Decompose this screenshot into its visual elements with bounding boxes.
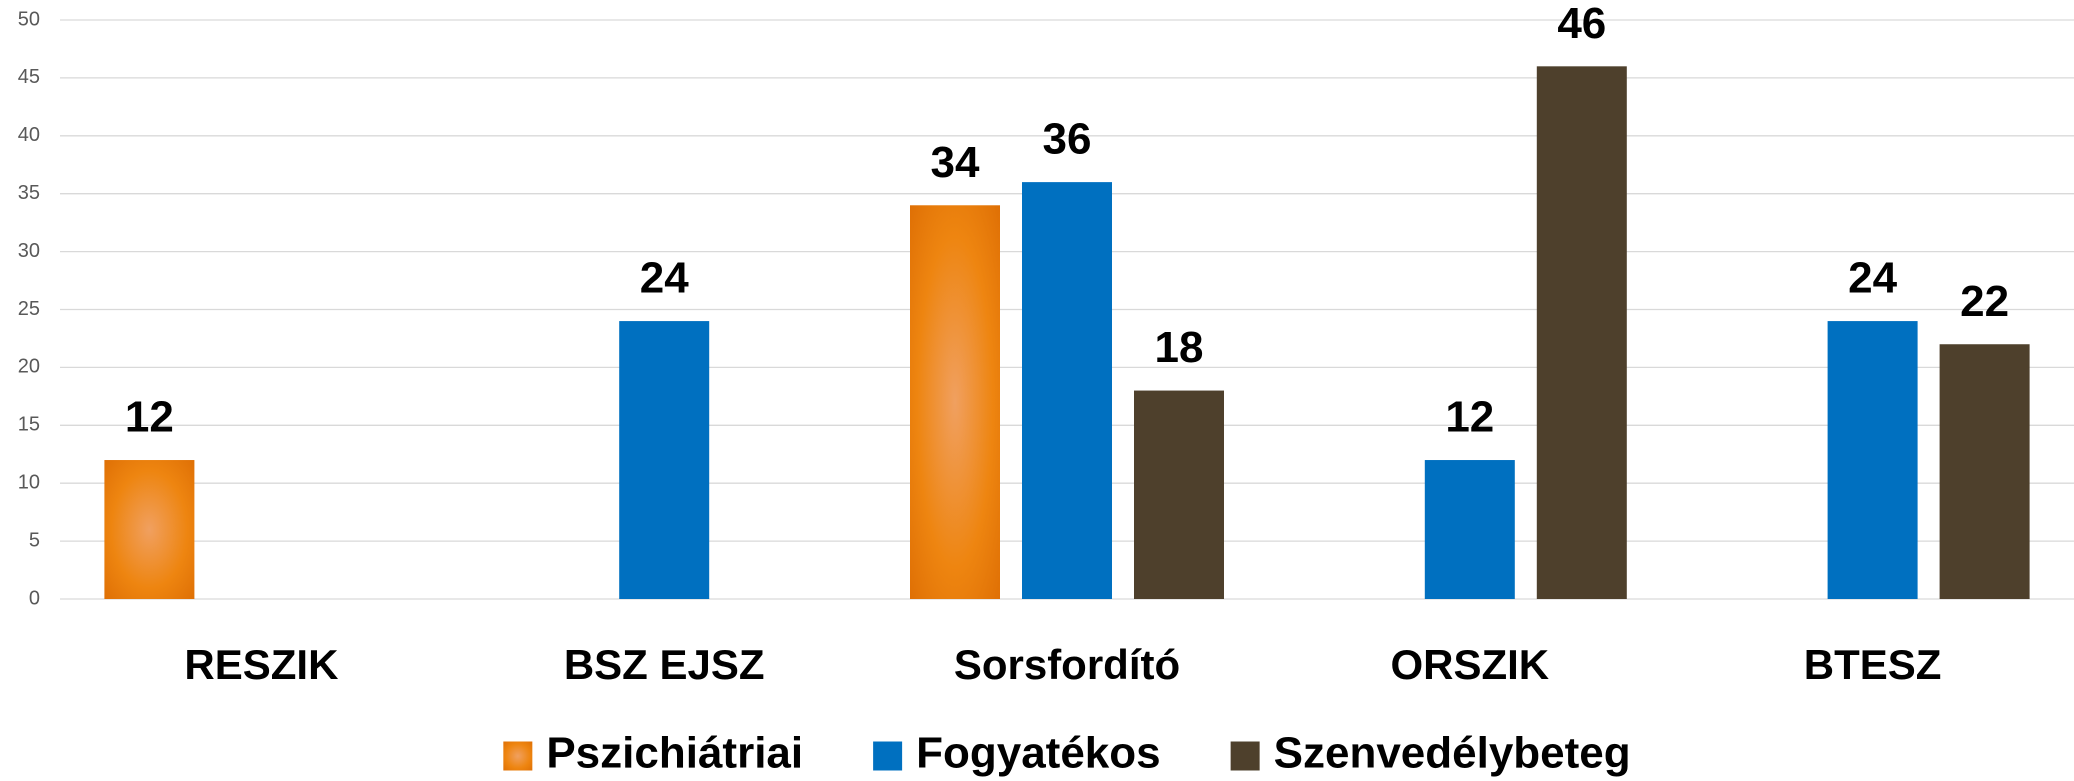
y-tick-label: 45 [18, 66, 40, 88]
bar [1536, 66, 1627, 599]
data-label: 24 [1848, 254, 1897, 303]
data-label: 46 [1557, 0, 1606, 48]
data-label: 22 [1960, 277, 2009, 326]
bar [619, 321, 710, 599]
bar [910, 205, 1000, 599]
bar [104, 460, 195, 599]
bar [1424, 460, 1515, 599]
data-label: 12 [1445, 393, 1494, 442]
y-tick-label: 15 [18, 414, 40, 436]
y-tick-label: 10 [18, 471, 40, 493]
y-tick-label: 30 [18, 240, 40, 262]
x-tick-label: ORSZIK [1390, 641, 1549, 688]
x-tick-label: RESZIK [184, 641, 338, 688]
legend-label: Szenvedélybeteg [1274, 729, 1631, 778]
data-label: 12 [125, 393, 174, 442]
legend-label: Pszichiátriai [546, 729, 803, 778]
y-tick-label: 20 [18, 356, 40, 378]
y-tick-label: 50 [18, 8, 40, 30]
y-tick-label: 35 [18, 182, 40, 204]
y-tick-label: 40 [18, 124, 40, 146]
data-label: 34 [931, 138, 980, 187]
legend-swatch [503, 741, 533, 771]
bar [1022, 182, 1112, 599]
x-tick-label: Sorsfordító [954, 641, 1180, 688]
data-label: 24 [640, 254, 689, 303]
y-tick-label: 5 [29, 529, 40, 551]
legend-swatch [873, 741, 903, 771]
bar [1939, 344, 2030, 599]
bar [1827, 321, 1918, 599]
y-tick-label: 25 [18, 298, 40, 320]
data-label: 18 [1155, 323, 1204, 372]
x-tick-label: BSZ EJSZ [564, 641, 765, 688]
y-tick-label: 0 [29, 587, 40, 609]
data-label: 36 [1043, 115, 1092, 164]
legend-swatch [1230, 741, 1260, 771]
legend-label: Fogyatékos [916, 729, 1161, 778]
bar [1134, 390, 1224, 599]
x-tick-label: BTESZ [1804, 641, 1942, 688]
